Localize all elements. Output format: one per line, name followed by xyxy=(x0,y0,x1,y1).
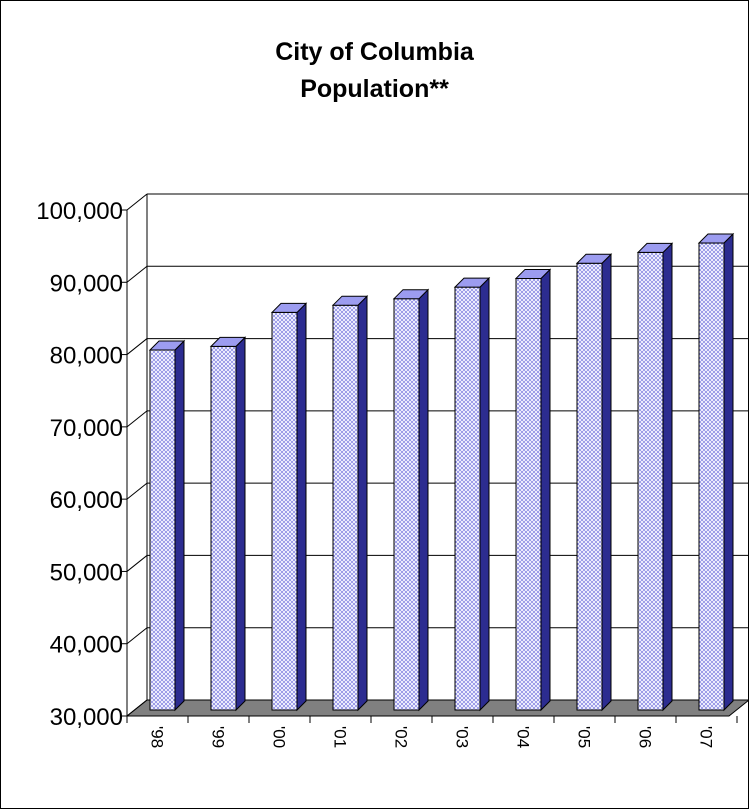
x-category-label: '02 xyxy=(392,726,411,748)
bar xyxy=(331,294,369,712)
chart-title: City of Columbia Population** xyxy=(0,34,749,108)
gridline-side xyxy=(126,410,148,428)
y-tick-label: 40,000 xyxy=(50,632,123,659)
bar-side xyxy=(479,276,490,712)
x-category-label: '07 xyxy=(697,726,716,748)
bar-front xyxy=(210,345,237,711)
bar xyxy=(392,288,430,712)
label-layer: 30,000 40,000 50,000 60,000 70,000 80,000 90,0… xyxy=(36,198,715,748)
bar xyxy=(575,253,613,712)
x-category-label: '01 xyxy=(331,726,350,748)
gridline-side xyxy=(126,627,148,645)
bar-front xyxy=(271,311,298,711)
x-category-label: '03 xyxy=(453,726,472,748)
bar-side xyxy=(235,336,246,712)
bar-side xyxy=(174,339,185,712)
bar-side xyxy=(418,288,429,712)
y-tick-label: 70,000 xyxy=(50,415,123,442)
y-tick-label: 30,000 xyxy=(50,704,123,731)
bar xyxy=(270,302,308,712)
bar xyxy=(209,336,247,712)
x-category-label: '06 xyxy=(636,726,655,748)
bar-top xyxy=(514,268,552,279)
bar-side xyxy=(601,253,612,712)
axis-layer xyxy=(121,209,738,723)
bar-side xyxy=(540,268,551,712)
bar-top xyxy=(575,253,613,264)
y-tick-label: 60,000 xyxy=(50,487,123,514)
bar-top xyxy=(209,336,247,347)
bar-front xyxy=(332,304,359,711)
bar-side xyxy=(662,242,673,712)
x-category-label: '99 xyxy=(209,726,228,748)
bar-front xyxy=(149,349,176,711)
bar-front xyxy=(576,262,603,711)
bar-front xyxy=(454,286,481,711)
y-tick-label: 90,000 xyxy=(50,270,123,297)
bar-side xyxy=(296,302,307,712)
bar-top xyxy=(270,302,308,313)
bar-top xyxy=(392,289,430,300)
y-tick-label: 50,000 xyxy=(50,559,123,586)
x-category-label: '00 xyxy=(270,726,289,748)
x-category-label: '05 xyxy=(575,726,594,748)
bar-top xyxy=(453,277,491,288)
bar-front xyxy=(637,251,664,711)
bar-top xyxy=(331,295,369,306)
bar-top xyxy=(636,242,674,253)
gridline-side xyxy=(126,555,148,572)
x-category-label: '98 xyxy=(148,726,167,748)
bar xyxy=(697,232,735,712)
bar xyxy=(453,276,491,712)
gridline-side xyxy=(126,193,148,211)
chart-title-line-2: Population** xyxy=(300,75,449,103)
bar-top xyxy=(697,233,735,244)
bar-front xyxy=(393,298,420,711)
gridline-side xyxy=(126,265,148,283)
bar-front xyxy=(515,277,542,711)
y-tick-label: 80,000 xyxy=(50,343,123,370)
gridline-side xyxy=(126,482,148,500)
bar xyxy=(148,339,186,712)
bar-side xyxy=(357,294,368,712)
bar xyxy=(636,242,674,712)
gridline-side xyxy=(126,338,148,355)
gridline-side xyxy=(126,699,148,717)
chart-title-line-1: City of Columbia xyxy=(275,38,474,66)
bar-layer xyxy=(148,232,735,712)
bar-top xyxy=(148,340,186,351)
y-tick-label: 100,000 xyxy=(36,198,123,225)
bar-front xyxy=(698,242,725,711)
bar xyxy=(514,268,552,712)
x-category-label: '04 xyxy=(514,726,533,748)
bar-side xyxy=(723,232,734,712)
